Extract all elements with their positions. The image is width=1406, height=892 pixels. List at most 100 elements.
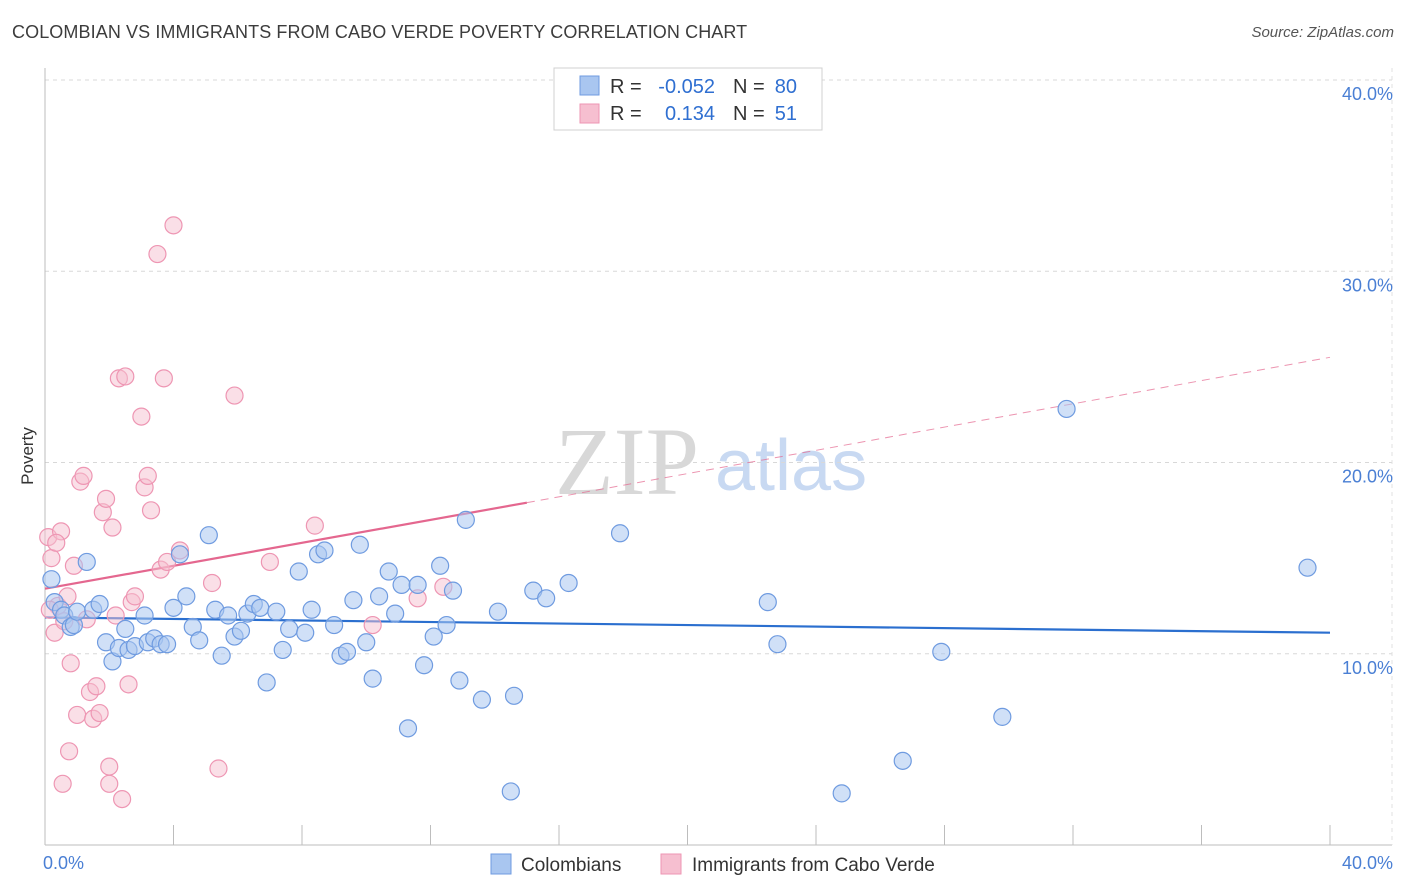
point-colombians-60	[437, 615, 456, 635]
y-tick-label-20: 20.0%	[1342, 467, 1393, 487]
point-cabo-verde-41	[260, 552, 279, 572]
point-colombians-21	[164, 598, 183, 617]
point-colombians-36	[267, 602, 286, 621]
trend-line-colombians	[44, 616, 1331, 634]
point-cabo-verde-50	[100, 774, 119, 793]
axis-ticks: 10.0% 20.0% 30.0% 40.0% 0.0% 40.0%	[43, 84, 1393, 873]
point-cabo-verde-40	[225, 386, 244, 405]
point-colombians-46	[337, 642, 357, 661]
legend-swatch-colombians	[490, 853, 512, 875]
point-cabo-verde-27	[125, 587, 145, 606]
point-cabo-verde-16	[90, 703, 109, 723]
point-colombians-43	[315, 541, 334, 560]
legend-r-label-pink: R =	[610, 103, 642, 125]
point-colombians-57	[414, 656, 434, 675]
legend-n-label-blue: N =	[733, 76, 765, 98]
point-cabo-verde-31	[141, 501, 161, 520]
point-colombians-64	[472, 690, 491, 709]
point-colombians-28	[212, 646, 231, 665]
point-colombians-56	[408, 575, 427, 595]
legend-swatch-pink	[579, 103, 600, 124]
point-cabo-verde-21	[106, 606, 125, 625]
point-cabo-verde-47	[47, 533, 66, 552]
point-colombians-31	[231, 621, 251, 640]
point-cabo-verde-38	[202, 573, 222, 593]
point-colombians-73	[768, 635, 787, 654]
point-colombians-79	[1298, 558, 1317, 577]
point-cabo-verde-48	[53, 774, 72, 793]
point-colombians-34	[251, 598, 270, 617]
y-axis-title: Poverty	[18, 427, 37, 485]
point-colombians-7	[77, 552, 96, 572]
series-cabo-verde	[39, 216, 453, 809]
point-colombians-6	[68, 602, 87, 621]
point-colombians-52	[379, 562, 398, 581]
y-tick-label-30: 30.0%	[1342, 275, 1393, 295]
point-colombians-50	[363, 669, 382, 688]
point-colombians-49	[357, 633, 376, 652]
axes	[44, 68, 1393, 846]
point-colombians-67	[504, 686, 524, 705]
point-colombians-39	[289, 562, 308, 581]
x-tick-label-max: 40.0%	[1342, 853, 1393, 873]
point-colombians-63	[456, 510, 475, 529]
point-cabo-verde-9	[68, 705, 87, 725]
point-cabo-verde-25	[119, 675, 138, 694]
y-tick-label-10: 10.0%	[1342, 658, 1393, 678]
point-cabo-verde-43	[363, 615, 382, 635]
watermark-zip: ZIP	[555, 408, 699, 515]
point-colombians-25	[190, 631, 209, 650]
point-colombians-65	[488, 602, 508, 621]
point-colombians-44	[325, 615, 344, 635]
point-cabo-verde-32	[148, 244, 167, 264]
point-cabo-verde-1	[42, 549, 61, 568]
point-colombians-51	[370, 587, 389, 606]
point-cabo-verde-7	[61, 654, 80, 673]
point-cabo-verde-19	[100, 757, 119, 776]
point-cabo-verde-11	[74, 466, 93, 485]
point-colombians-74	[832, 784, 851, 803]
trend-lines	[44, 356, 1331, 634]
point-cabo-verde-15	[87, 677, 106, 696]
point-colombians-26	[199, 526, 218, 545]
point-colombians-75	[893, 751, 912, 770]
point-cabo-verde-23	[112, 789, 132, 809]
point-colombians-55	[398, 719, 418, 738]
x-tick-label-min: 0.0%	[43, 853, 84, 873]
point-colombians-62	[450, 671, 469, 690]
point-colombians-78	[1057, 399, 1076, 419]
y-tick-label-40: 40.0%	[1342, 84, 1393, 104]
point-colombians-61	[443, 581, 463, 600]
legend-r-value-blue: -0.052	[658, 76, 715, 98]
legend-label-cabo-verde: Immigrants from Cabo Verde	[692, 855, 935, 876]
watermark-atlas: atlas	[715, 426, 867, 506]
point-cabo-verde-49	[59, 742, 79, 761]
point-colombians-59	[431, 556, 450, 575]
point-colombians-16	[135, 606, 154, 625]
point-colombians-77	[993, 707, 1012, 726]
series-legend: Colombians Immigrants from Cabo Verde	[490, 853, 935, 876]
point-colombians-66	[501, 782, 520, 801]
point-colombians-13	[116, 619, 135, 638]
point-colombians-35	[257, 673, 276, 692]
point-colombians-0	[42, 570, 61, 589]
series-colombians	[42, 399, 1317, 803]
legend-swatch-blue	[579, 75, 600, 96]
legend-r-value-pink: 0.134	[665, 103, 715, 125]
point-colombians-40	[296, 623, 315, 642]
point-colombians-20	[157, 635, 177, 654]
legend-n-value-blue: 80	[775, 76, 797, 98]
watermark: ZIP atlas	[555, 408, 867, 515]
legend-r-label-blue: R =	[610, 76, 642, 98]
point-cabo-verde-24	[116, 367, 135, 386]
point-cabo-verde-34	[154, 369, 173, 388]
point-colombians-9	[90, 594, 109, 614]
trend-line-cabo-verde-solid	[44, 501, 528, 590]
point-cabo-verde-28	[132, 407, 151, 426]
legend-label-colombians: Colombians	[521, 855, 621, 876]
point-colombians-47	[344, 591, 363, 610]
point-colombians-70	[559, 573, 578, 593]
legend-swatch-cabo-verde	[660, 853, 682, 875]
point-cabo-verde-36	[164, 216, 183, 235]
